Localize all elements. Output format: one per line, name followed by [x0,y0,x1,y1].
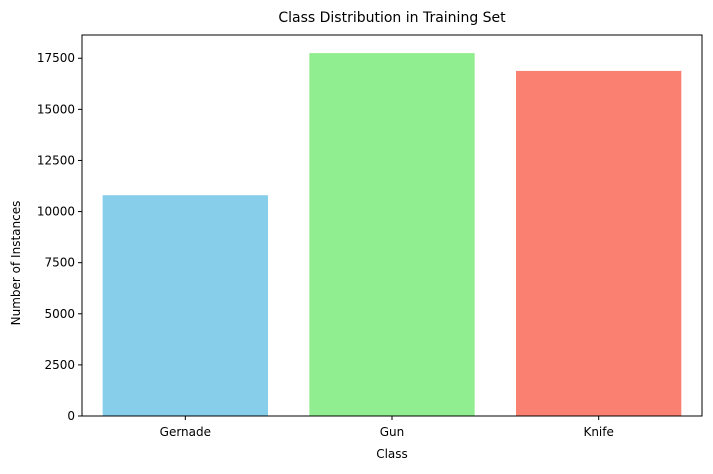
y-axis-label: Number of Instances [9,201,23,326]
y-axis-ticks: 0 2500 5000 7500 10000 12500 15000 17500 [37,51,82,423]
y-tick-label: 15000 [37,102,75,116]
y-tick-label: 2500 [44,358,75,372]
x-axis-ticks: Gernade Gun Knife [160,416,614,439]
x-tick-label: Gun [380,425,405,439]
bar-knife [516,70,682,417]
y-tick-label: 7500 [44,256,75,270]
y-tick-label: 10000 [37,205,75,219]
bars-layer [102,53,682,417]
y-tick-label: 17500 [37,51,75,65]
x-tick-label: Knife [583,425,613,439]
bar-gun [309,53,475,417]
y-tick-label: 5000 [44,307,75,321]
y-tick-label: 0 [67,409,75,423]
y-tick-label: 12500 [37,153,75,167]
x-axis-label: Class [376,447,408,461]
chart-title: Class Distribution in Training Set [278,10,506,26]
bar-gernade [102,195,269,416]
x-tick-label: Gernade [160,425,211,439]
